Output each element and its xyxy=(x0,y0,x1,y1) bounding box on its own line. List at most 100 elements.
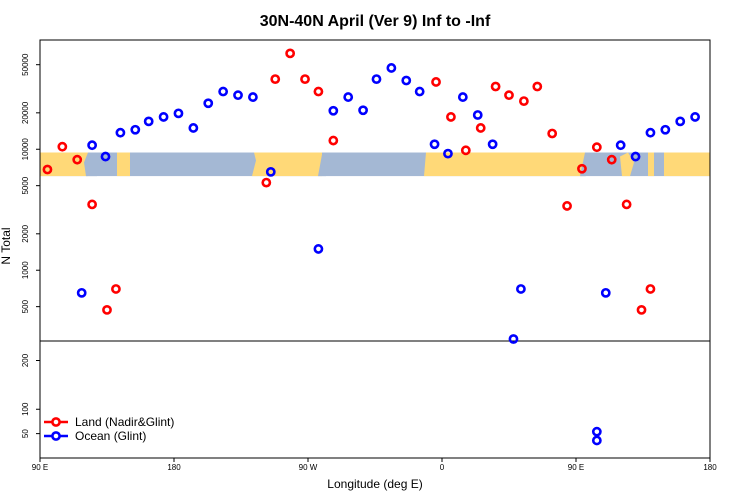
map-land-5 xyxy=(664,152,710,177)
x-tick-label-1: 180 xyxy=(167,463,181,472)
y-tick-label-upper-3: 5000 xyxy=(21,176,30,194)
ocean-point-18 xyxy=(371,74,382,85)
ocean-point-2 xyxy=(100,151,111,162)
ocean-point-31 xyxy=(630,151,641,162)
land-point-8 xyxy=(285,48,296,59)
y-tick-label-upper-5: 20000 xyxy=(21,101,30,124)
ocean-point-13 xyxy=(265,166,276,177)
land-point-27 xyxy=(645,284,656,294)
map-land-4 xyxy=(648,152,654,177)
map-coast-3 xyxy=(424,152,432,177)
ocean-point-1 xyxy=(87,140,98,151)
ocean-point-25 xyxy=(472,110,483,120)
y-tick-label-upper-1: 1000 xyxy=(21,261,30,279)
ocean-point-6 xyxy=(158,112,169,122)
map-land-1 xyxy=(117,152,130,177)
ocean-point-16 xyxy=(343,92,354,102)
legend-marker-0 xyxy=(51,417,61,427)
land-point-16 xyxy=(490,81,501,92)
ocean-point-21 xyxy=(414,86,425,97)
ocean-lower-point-0 xyxy=(591,426,602,437)
y-tick-label-upper-4: 10000 xyxy=(21,138,30,161)
y-axis-label: N Total xyxy=(0,227,13,264)
land-point-0 xyxy=(42,164,53,175)
ocean-point-28 xyxy=(516,284,526,294)
ocean-point-35 xyxy=(690,112,701,122)
land-point-6 xyxy=(261,177,272,188)
land-point-3 xyxy=(87,199,98,210)
ocean-point-22 xyxy=(429,139,440,150)
land-point-18 xyxy=(518,96,529,107)
x-tick-label-3: 0 xyxy=(440,463,445,472)
map-coast-5 xyxy=(620,152,634,177)
legend-label-0: Land (Nadir&Glint) xyxy=(75,415,174,429)
land-point-15 xyxy=(475,123,486,133)
plot-frames xyxy=(39,39,711,459)
ocean-point-14 xyxy=(313,244,324,254)
y-tick-label-upper-2: 2000 xyxy=(21,224,30,242)
ocean-point-4 xyxy=(130,124,141,135)
land-point-26 xyxy=(636,304,647,315)
legend-label-1: Ocean (Glint) xyxy=(75,429,146,443)
ocean-point-19 xyxy=(386,63,397,73)
land-point-22 xyxy=(577,163,587,174)
land-point-19 xyxy=(532,81,543,92)
world-map-band xyxy=(40,152,710,177)
ocean-point-12 xyxy=(248,92,258,102)
ocean-point-3 xyxy=(115,127,126,138)
data-points xyxy=(42,48,701,446)
land-point-7 xyxy=(270,74,281,85)
land-point-9 xyxy=(300,74,310,85)
x-tick-label-2: 90 W xyxy=(299,463,318,472)
ocean-point-9 xyxy=(203,98,214,109)
land-point-20 xyxy=(547,128,558,139)
ocean-point-23 xyxy=(443,148,453,159)
ocean-point-7 xyxy=(173,108,184,119)
y-tick-label-upper-0: 500 xyxy=(21,299,30,313)
ocean-point-10 xyxy=(218,86,229,97)
ocean-point-29 xyxy=(600,287,611,298)
land-point-24 xyxy=(606,154,617,165)
land-point-21 xyxy=(562,201,572,211)
ocean-point-17 xyxy=(358,105,368,116)
land-point-11 xyxy=(328,135,339,146)
map-coast-0 xyxy=(84,152,100,177)
ocean-point-26 xyxy=(487,139,498,150)
ocean-point-5 xyxy=(143,116,154,127)
land-point-17 xyxy=(504,90,514,101)
map-coast-2 xyxy=(318,154,330,177)
x-tick-label-4: 90 E xyxy=(568,463,584,472)
land-point-25 xyxy=(621,199,632,210)
ocean-point-20 xyxy=(401,75,412,86)
x-axis-label: Longitude (deg E) xyxy=(327,477,422,491)
ocean-point-15 xyxy=(328,105,339,116)
y-tick-label-upper-6: 50000 xyxy=(21,53,30,76)
map-coast-4 xyxy=(580,152,592,177)
ocean-point-27 xyxy=(508,334,519,344)
legend-marker-1 xyxy=(51,431,61,441)
land-point-4 xyxy=(102,304,112,315)
land-point-13 xyxy=(446,112,456,122)
x-tick-label-0: 90 E xyxy=(32,463,48,472)
land-point-23 xyxy=(591,142,602,153)
land-point-14 xyxy=(460,145,471,156)
ocean-lower-point-1 xyxy=(591,435,602,446)
y-tick-label-lower-2: 200 xyxy=(21,353,30,367)
ocean-point-0 xyxy=(76,287,87,298)
map-coast-1 xyxy=(252,152,264,177)
ocean-point-24 xyxy=(457,92,468,102)
ocean-point-33 xyxy=(660,124,671,135)
axis-ticks: 90 E 180 90 W 0 90 E 180 500 1000 2000 5000 10000 2… xyxy=(21,53,717,472)
land-point-1 xyxy=(57,141,68,152)
land-point-5 xyxy=(111,284,121,294)
land-point-10 xyxy=(313,86,324,97)
ocean-point-34 xyxy=(675,116,686,127)
land-point-12 xyxy=(431,77,441,87)
chart-title: 30N-40N April (Ver 9) Inf to -Inf xyxy=(260,13,491,30)
plot-frame xyxy=(39,39,711,459)
ocean-point-30 xyxy=(615,140,626,151)
ocean-point-8 xyxy=(188,123,199,133)
ocean-point-32 xyxy=(645,127,656,138)
map-land-3 xyxy=(430,152,585,177)
